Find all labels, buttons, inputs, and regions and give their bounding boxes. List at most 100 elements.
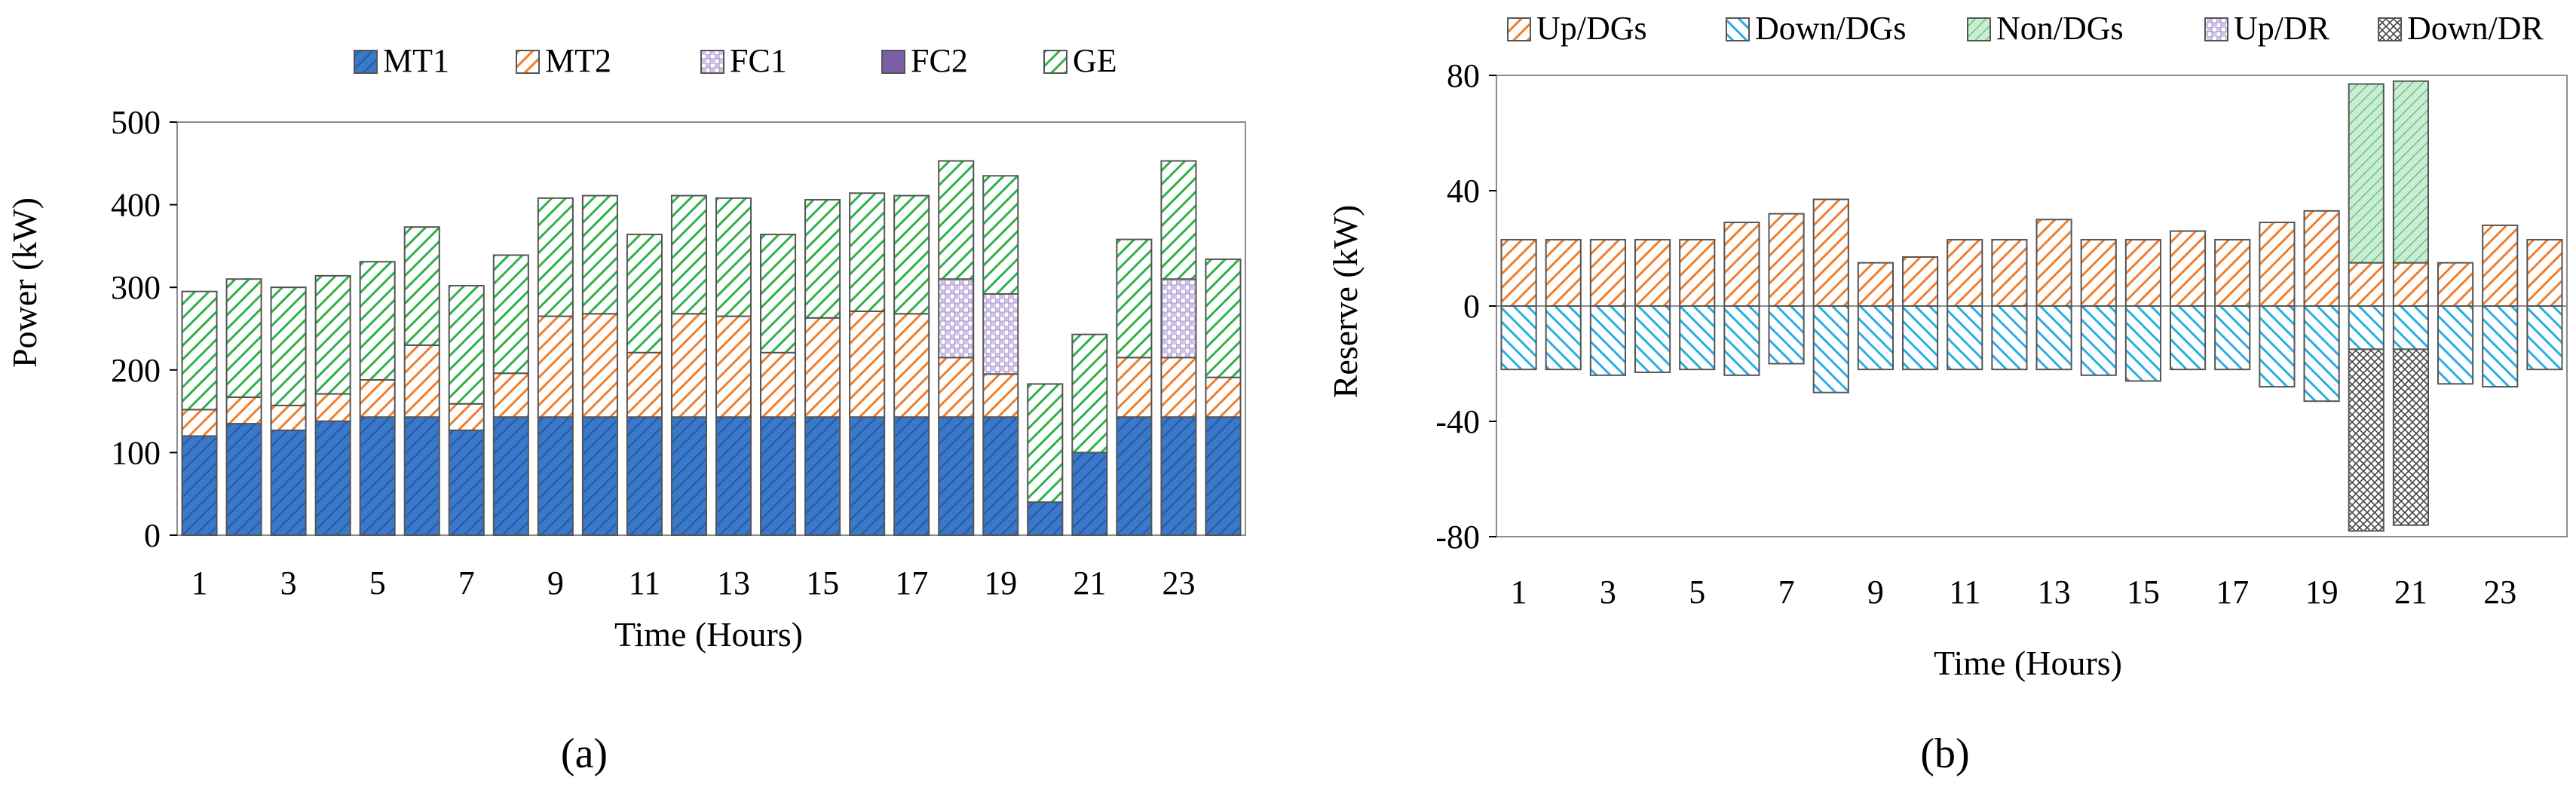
bars-b	[1500, 80, 2563, 532]
bar-mt1-23	[1160, 416, 1197, 536]
y-tick-label-b: 40	[1447, 173, 1480, 210]
bar-up-dgs-16	[2170, 230, 2207, 307]
y-tick-label-b: -80	[1435, 519, 1480, 556]
x-tick-label-a: 15	[806, 565, 839, 602]
bar-ge-2	[225, 278, 262, 398]
y-tick-label-a: 500	[111, 104, 161, 141]
x-tick-label-b: 5	[1689, 574, 1705, 611]
bar-down-dgs-18	[2259, 305, 2296, 388]
bar-down-dgs-23	[2482, 305, 2519, 388]
bar-down-dgs-9	[1857, 305, 1894, 371]
legend-swatch-non-dgs	[1967, 17, 1991, 41]
bar-down-dgs-6	[1723, 305, 1760, 376]
bar-ge-16	[849, 192, 886, 312]
bar-mt1-3	[270, 429, 307, 536]
x-tick-label-b: 17	[2216, 574, 2249, 611]
x-tick-label-b: 15	[2127, 574, 2160, 611]
bar-up-dgs-23	[2482, 224, 2519, 307]
bar-ge-9	[537, 197, 574, 317]
bar-mt1-1	[181, 435, 218, 536]
bar-mt2-10	[581, 313, 618, 418]
legend-swatch-down-dr	[2378, 17, 2402, 41]
bar-mt1-7	[448, 429, 485, 536]
bar-mt2-5	[359, 378, 396, 418]
bar-ge-10	[581, 194, 618, 315]
legend-label-mt2: MT2	[545, 42, 611, 79]
y-axis-label-b: Reserve (kW)	[1326, 205, 1365, 399]
bar-up-dgs-8	[1812, 198, 1849, 307]
bar-up-dgs-19	[2303, 210, 2340, 307]
bar-mt1-5	[359, 416, 396, 536]
bar-up-dgs-24	[2526, 239, 2563, 307]
bar-down-dgs-12	[1991, 305, 2028, 371]
x-tick-label-a: 19	[984, 565, 1017, 602]
bar-ge-22	[1116, 238, 1153, 359]
bar-mt1-10	[581, 416, 618, 536]
x-tick-label-b: 13	[2038, 574, 2071, 611]
bar-mt1-6	[403, 416, 440, 536]
bar-up-dgs-6	[1723, 222, 1760, 308]
bar-down-dr-20	[2348, 348, 2385, 532]
bar-mt2-13	[715, 315, 752, 418]
bar-ge-1	[181, 290, 218, 411]
legend-label-up-dr: Up/DR	[2234, 10, 2330, 47]
bar-ge-11	[626, 234, 663, 354]
x-tick-label-a: 11	[629, 565, 660, 602]
bar-down-dr-21	[2392, 348, 2429, 526]
plot-area-a	[176, 121, 1246, 536]
x-tick-label-a: 17	[895, 565, 928, 602]
bar-mt1-20	[1027, 501, 1064, 536]
bar-down-dgs-11	[1947, 305, 1983, 371]
bar-up-dgs-11	[1947, 239, 1983, 307]
bar-up-dgs-9	[1857, 262, 1894, 307]
bar-down-dgs-4	[1634, 305, 1671, 373]
y-tick-label-a: 100	[111, 434, 161, 471]
x-tick-label-b: 23	[2483, 574, 2516, 611]
legend-swatch-up-dr	[2204, 17, 2228, 41]
bar-ge-6	[403, 226, 440, 346]
x-tick-label-a: 5	[369, 565, 386, 602]
bar-mt1-13	[715, 416, 752, 536]
bar-mt2-23	[1160, 357, 1197, 418]
bar-ge-4	[314, 274, 351, 395]
bar-mt1-15	[804, 416, 841, 536]
x-tick-label-b: 9	[1867, 574, 1884, 611]
bar-mt2-19	[982, 373, 1019, 418]
legend-swatch-up-dgs	[1507, 17, 1531, 41]
bar-ge-23	[1160, 160, 1197, 280]
legend-swatch-mt2	[516, 50, 540, 74]
bar-down-dgs-10	[1902, 305, 1939, 371]
bar-mt1-12	[670, 416, 708, 536]
bar-up-dgs-22	[2437, 262, 2474, 307]
bars-a	[181, 160, 1242, 537]
x-tick-label-b: 11	[1949, 574, 1980, 611]
x-tick-label-b: 1	[1511, 574, 1527, 611]
bar-up-dgs-12	[1991, 239, 2028, 307]
x-tick-label-a: 9	[547, 565, 564, 602]
bar-mt1-17	[893, 416, 930, 536]
bar-down-dgs-20	[2348, 305, 2385, 350]
bar-mt1-19	[982, 416, 1019, 536]
x-axis-label-b: Time (Hours)	[1934, 644, 2122, 682]
bar-mt2-6	[403, 344, 440, 418]
y-tick-label-b: 80	[1447, 57, 1480, 94]
bar-mt1-2	[225, 423, 262, 536]
legend-label-up-dgs: Up/DGs	[1536, 10, 1647, 47]
bar-up-dgs-2	[1545, 239, 1582, 307]
legend-label-down-dgs: Down/DGs	[1755, 10, 1906, 47]
legend-a: MT1 MT2 FC1 FC2 GE	[354, 42, 1117, 79]
bar-up-dgs-17	[2214, 239, 2251, 307]
bar-down-dgs-21	[2392, 305, 2429, 350]
x-tick-label-a: 1	[191, 565, 208, 602]
bar-mt1-4	[314, 420, 351, 537]
y-tick-label-a: 0	[144, 517, 161, 554]
bar-down-dgs-1	[1500, 305, 1537, 371]
x-tick-label-a: 21	[1073, 565, 1106, 602]
y-tick-label-a: 400	[111, 187, 161, 224]
bar-mt2-22	[1116, 357, 1153, 418]
bar-up-dgs-20	[2348, 262, 2385, 307]
bar-up-dgs-14	[2080, 239, 2117, 307]
